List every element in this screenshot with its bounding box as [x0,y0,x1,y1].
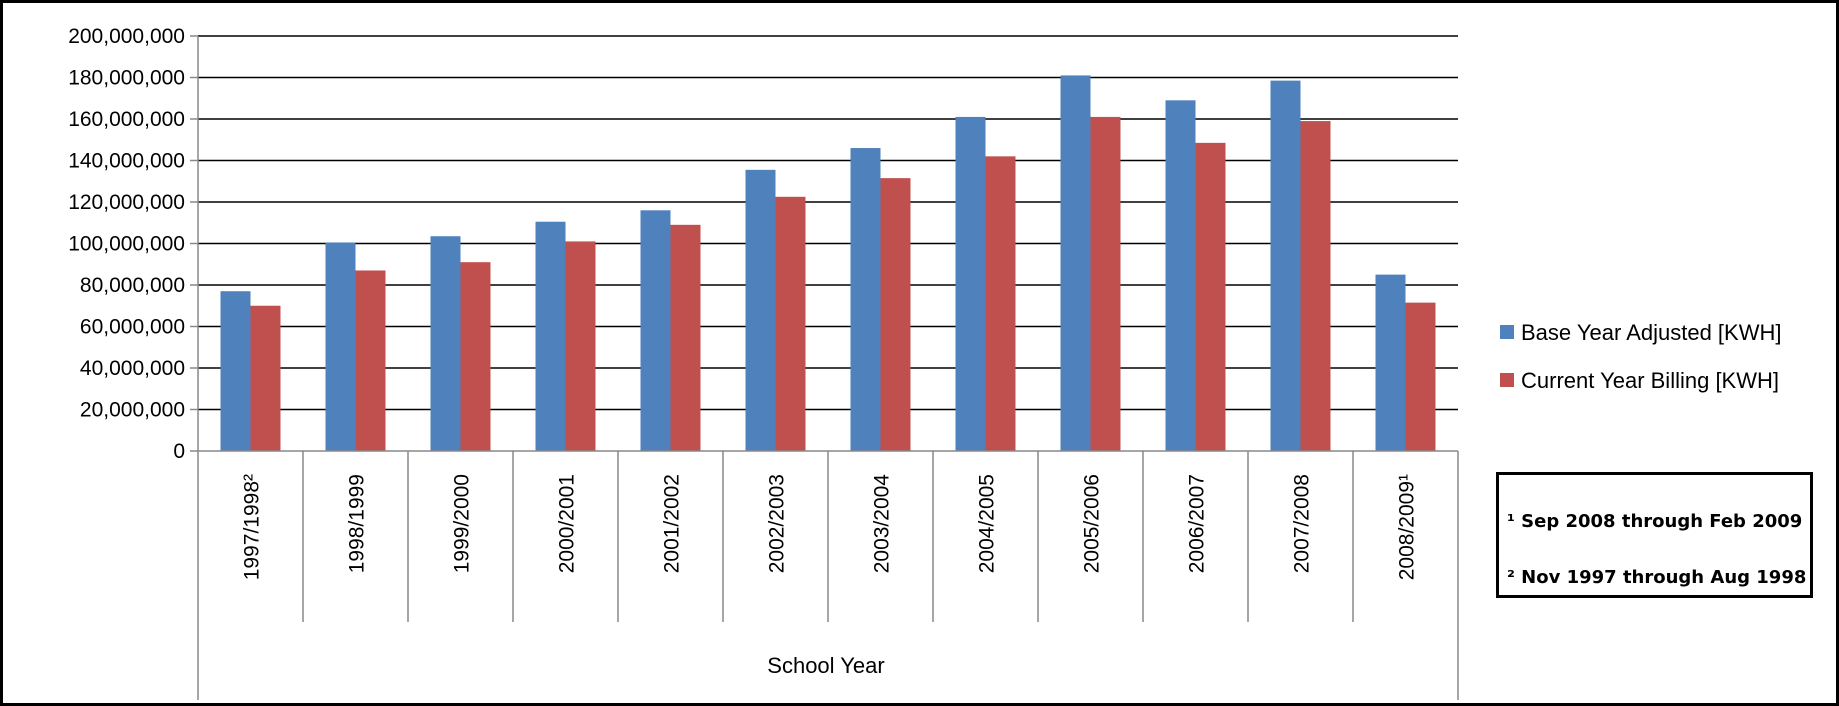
x-tick-label: 2008/2009¹ [1396,474,1419,580]
y-tick-label: 60,000,000 [80,316,185,339]
x-axis-label: School Year [767,653,884,678]
footnote-1: ¹ Sep 2008 through Feb 2009 [1507,511,1803,532]
y-tick-label: 0 [173,440,185,463]
x-tick-label: 1997/1998² [241,474,264,580]
bar-base-year-adjusted [430,236,461,451]
x-tick-label: 2003/2004 [871,474,894,574]
x-tick-label: 1998/1999 [346,474,369,573]
bar-current-year-billing [1090,116,1121,452]
y-tick-label: 40,000,000 [80,357,185,380]
bar-base-year-adjusted [220,291,251,451]
bar-current-year-billing [880,178,911,451]
y-tick-label: 160,000,000 [68,108,185,131]
bar-base-year-adjusted [1270,80,1301,452]
bar-base-year-adjusted [955,116,986,452]
legend: Base Year Adjusted [KWH] Current Year Bil… [1500,320,1782,393]
bar-base-year-adjusted [640,210,671,451]
bar-base-year-adjusted [535,221,566,451]
bar-base-year-adjusted [1375,274,1406,451]
bars [220,75,1436,452]
x-tick-label: 1999/2000 [451,474,474,573]
bar-base-year-adjusted [1165,100,1196,451]
y-tick-label: 20,000,000 [80,399,185,422]
footnote-2: ² Nov 1997 through Aug 1998 [1507,567,1807,588]
bar-current-year-billing [1300,121,1331,451]
bar-current-year-billing [1195,142,1226,452]
x-tick-label: 2005/2006 [1081,474,1104,573]
x-tick-label: 2000/2001 [556,474,579,573]
bar-current-year-billing [355,270,386,451]
x-tick-label: 2006/2007 [1186,474,1209,573]
bar-base-year-adjusted [850,148,881,452]
y-tick-label: 180,000,000 [68,67,185,90]
legend-label: Current Year Billing [KWH] [1521,368,1779,393]
legend-label: Base Year Adjusted [KWH] [1521,320,1782,345]
bar-base-year-adjusted [325,242,356,451]
bar-current-year-billing [985,156,1016,451]
bar-current-year-billing [670,224,701,451]
x-tick-labels: 1997/1998² 1998/1999 1999/2000 2000/2001 200… [241,474,1419,581]
legend-swatch [1500,373,1514,387]
y-tick-label: 100,000,000 [68,233,185,256]
legend-swatch [1500,325,1514,339]
y-tick-label: 80,000,000 [80,274,185,297]
bar-current-year-billing [565,241,596,451]
x-tick-label: 2002/2003 [766,474,789,573]
y-tick-label: 200,000,000 [68,25,185,48]
gridlines [198,35,1458,411]
x-tick-label: 2004/2005 [976,474,999,573]
bar-base-year-adjusted [1060,75,1091,452]
bar-current-year-billing [1405,302,1436,451]
bar-current-year-billing [460,262,491,451]
bar-current-year-billing [775,196,806,451]
footnote-box: ¹ Sep 2008 through Feb 2009 ² Nov 1997 t… [1496,472,1813,598]
y-tick-label: 140,000,000 [68,150,185,173]
bar-base-year-adjusted [745,169,776,451]
axes [190,35,1459,700]
bar-current-year-billing [250,305,281,451]
y-tick-label: 120,000,000 [68,191,185,214]
y-tick-labels: 0 20,000,000 40,000,000 60,000,000 80,000,00… [68,25,185,463]
x-tick-label: 2007/2008 [1291,474,1314,573]
x-tick-label: 2001/2002 [661,474,684,573]
